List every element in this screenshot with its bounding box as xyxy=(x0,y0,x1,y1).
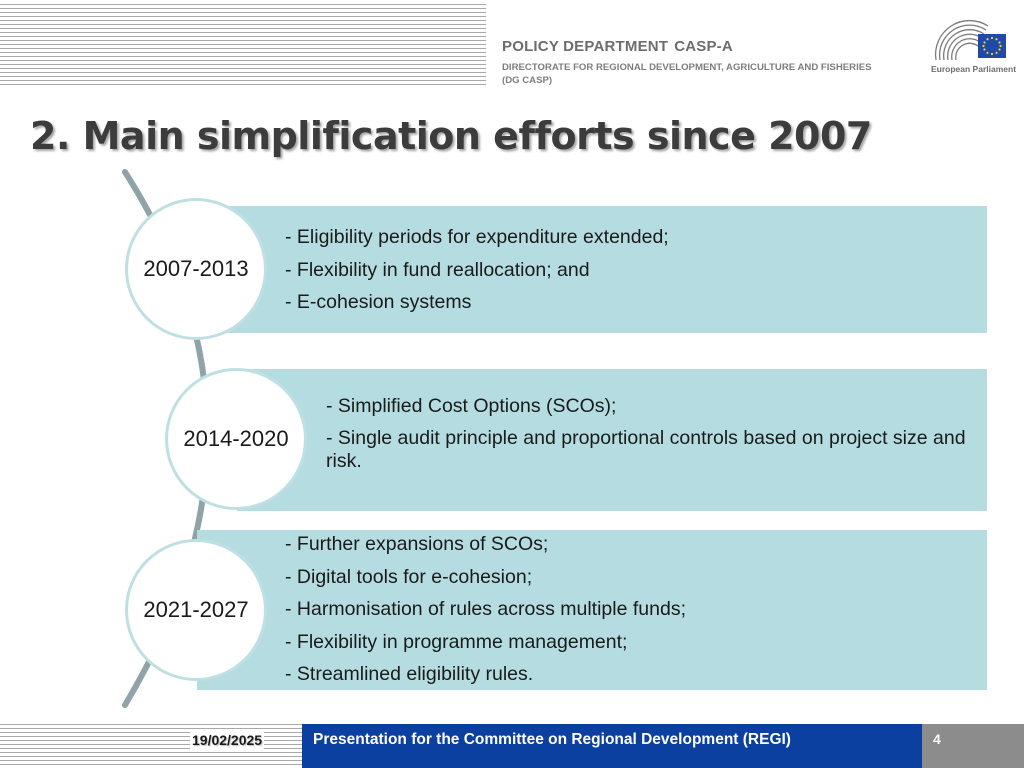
footer-presentation-title: Presentation for the Committee on Region… xyxy=(313,731,791,748)
list-item: - Further expansions of SCOs; xyxy=(285,533,549,555)
period-band-2007-2013 xyxy=(197,206,987,333)
list-item: - Streamlined eligibility rules. xyxy=(285,663,534,685)
period-band-2021-2027 xyxy=(197,530,987,690)
list-item: - Single audit principle and proportiona… xyxy=(326,427,966,472)
period-items-2007-2013: - Eligibility periods for expenditure ex… xyxy=(285,221,669,319)
department-code: CASP-A xyxy=(674,38,733,55)
directorate-line-1: DIRECTORATE FOR REGIONAL DEVELOPMENT, AG… xyxy=(502,62,872,73)
list-item: - Digital tools for e-cohesion; xyxy=(285,565,533,588)
slide-title: 2. Main simplification efforts since 200… xyxy=(30,114,872,158)
footer-bar xyxy=(302,724,922,768)
period-label: 2014-2020 xyxy=(183,426,289,451)
logo-text: European Parliament xyxy=(931,64,1017,74)
list-item: - Eligibility periods for expenditure ex… xyxy=(285,226,669,248)
list-item: - Harmonisation of rules across multiple… xyxy=(285,598,686,620)
period-circle-2007-2013: 2007-2013 xyxy=(125,198,267,340)
footer-date: 19/02/2025 xyxy=(190,730,265,750)
directorate-label: DIRECTORATE FOR REGIONAL DEVELOPMENT, AG… xyxy=(502,61,872,87)
page-number: 4 xyxy=(933,731,941,747)
policy-department-label: POLICY DEPARTMENT CASP-A xyxy=(502,38,733,55)
european-parliament-logo-icon xyxy=(934,19,1006,61)
period-label: 2007-2013 xyxy=(143,256,249,281)
header-stripes xyxy=(0,4,486,86)
period-circle-2014-2020: 2014-2020 xyxy=(165,368,307,510)
list-item: - Flexibility in fund reallocation; and xyxy=(285,258,590,281)
period-band-2014-2020 xyxy=(237,369,987,511)
period-circle-2021-2027: 2021-2027 xyxy=(125,539,267,681)
period-items-2021-2027: - Further expansions of SCOs; - Digital … xyxy=(285,528,686,691)
period-label: 2021-2027 xyxy=(143,597,249,622)
department-name: POLICY DEPARTMENT xyxy=(502,38,669,55)
list-item: - Simplified Cost Options (SCOs); xyxy=(326,395,617,417)
directorate-line-2: (DG CASP) xyxy=(502,75,553,86)
list-item: - Flexibility in programme management; xyxy=(285,630,628,653)
list-item: - E-cohesion systems xyxy=(285,291,472,313)
footer-page-box xyxy=(922,724,1024,768)
period-items-2014-2020: - Simplified Cost Options (SCOs); - Sing… xyxy=(326,395,986,482)
